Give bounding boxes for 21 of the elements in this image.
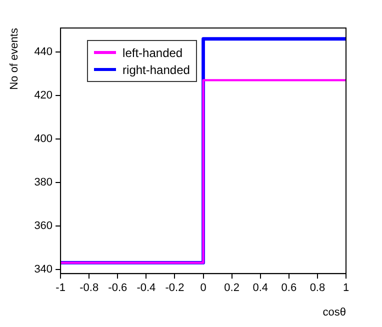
- x-tick-label: -1: [56, 282, 66, 294]
- x-tick-label: 1: [342, 282, 350, 294]
- y-tick-label: 340: [34, 263, 53, 276]
- x-tick-label: 0: [200, 282, 206, 294]
- y-tick-label: 400: [34, 132, 53, 145]
- x-tick-label: -0.6: [108, 282, 128, 294]
- x-tick-label: 0.8: [310, 282, 326, 294]
- x-tick-label: 0.4: [252, 282, 268, 294]
- y-tick-label: 440: [34, 46, 53, 58]
- y-axis-title: No of events: [8, 28, 21, 90]
- y-tick-label: 360: [34, 220, 53, 232]
- x-tick-label: 0.2: [224, 282, 240, 294]
- y-tick-label: 420: [34, 89, 53, 102]
- x-tick-label: -0.8: [80, 282, 99, 294]
- x-axis-title: cosθ: [322, 306, 346, 318]
- x-tick-label: -0.2: [165, 282, 184, 294]
- legend-label: left-handed: [122, 46, 183, 60]
- legend-label: right-handed: [122, 62, 190, 76]
- y-tick-label: 380: [34, 176, 53, 188]
- x-tick-label: 0.6: [281, 282, 297, 294]
- x-tick-label: -0.4: [136, 282, 156, 294]
